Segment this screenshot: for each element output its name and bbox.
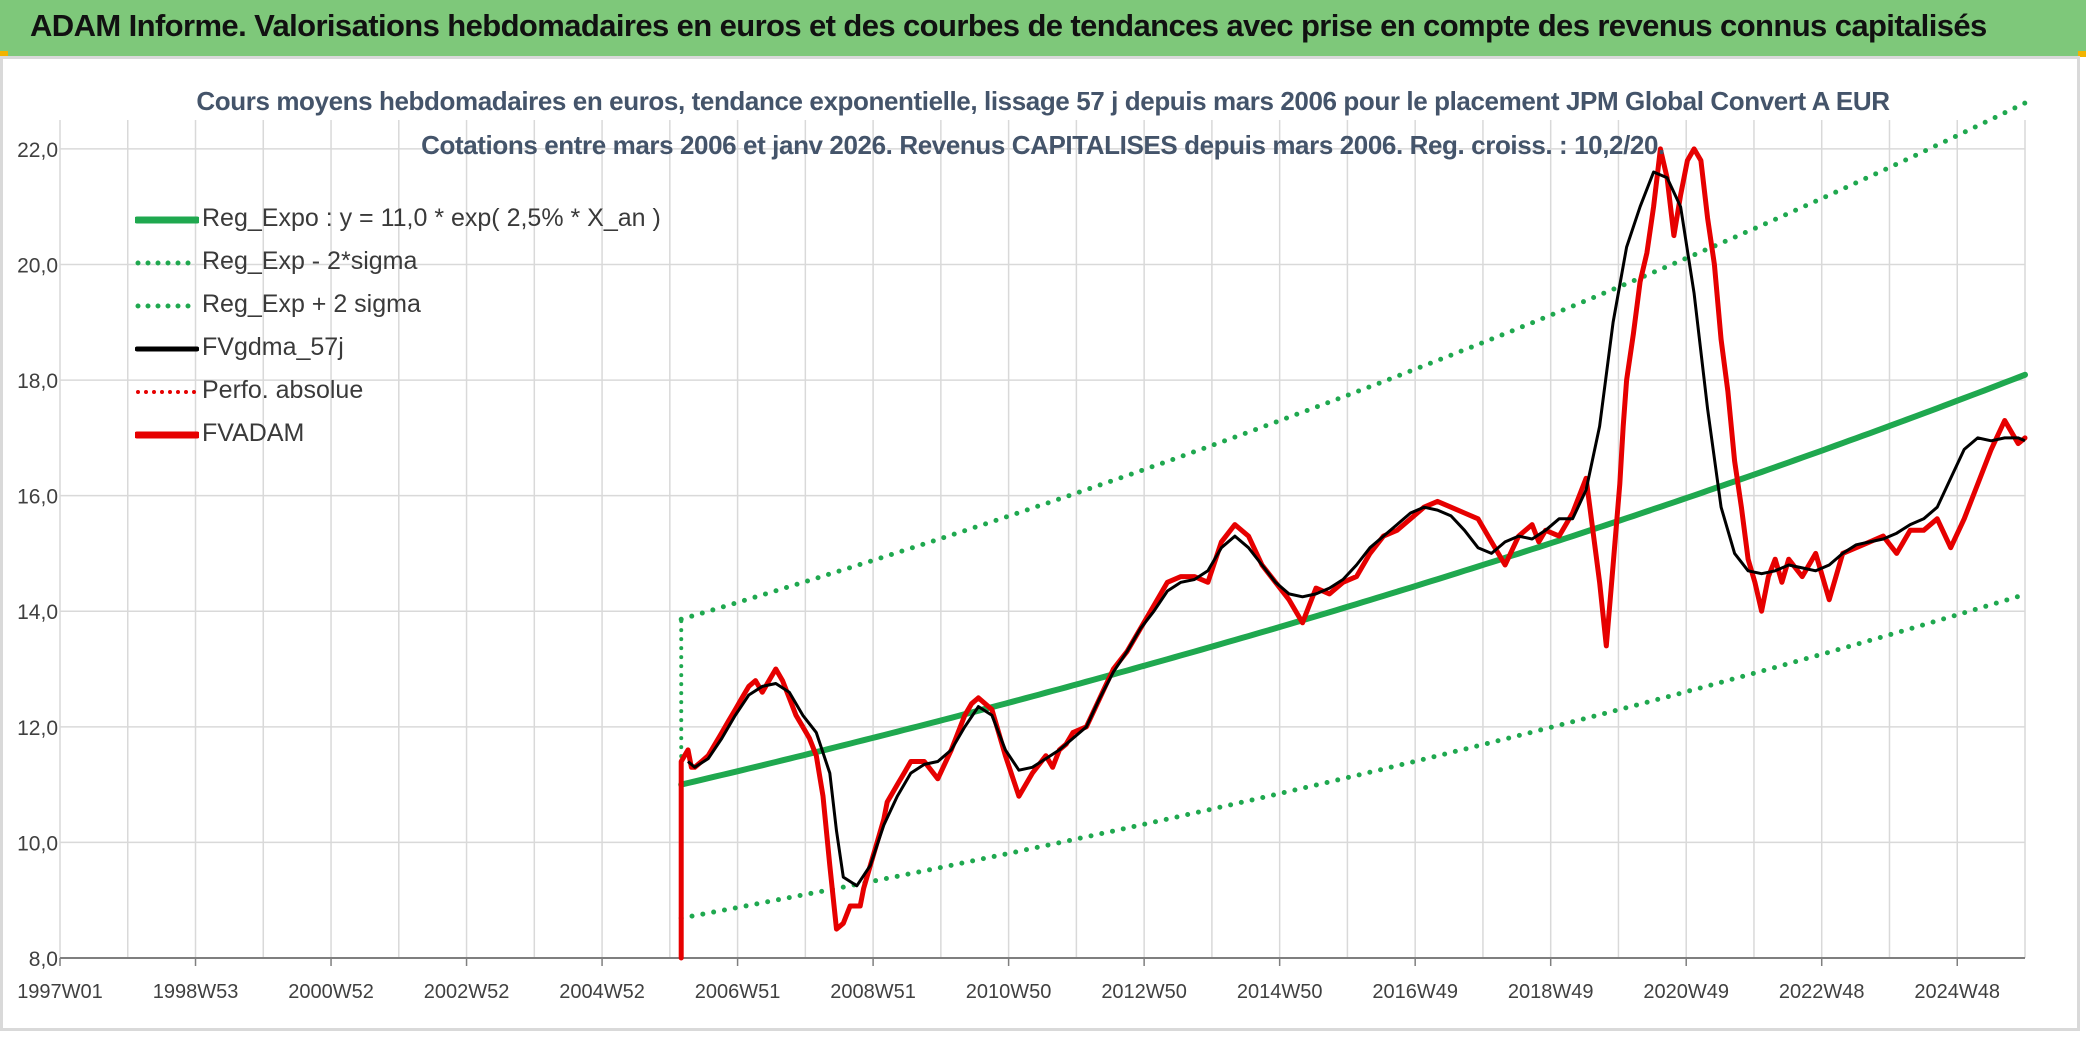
y-tick-label: 18,0 bbox=[17, 370, 58, 393]
legend-label: FVADAM bbox=[202, 419, 305, 447]
upper-sigma-line bbox=[678, 100, 2028, 622]
corner-mark-right bbox=[2078, 51, 2086, 57]
chart-frame bbox=[0, 56, 2080, 1031]
report-banner bbox=[0, 0, 2086, 56]
report-title: ADAM Informe. Valorisations hebdomadaire… bbox=[30, 8, 1987, 43]
x-tick-label: 2018W49 bbox=[1508, 981, 1594, 1003]
lower-sigma-line bbox=[678, 591, 2028, 921]
axes: 8,0 10,0 12,0 14,0 16,0 18,0 20,0 22,0 1997W01 19… bbox=[17, 139, 2025, 1003]
trend-line bbox=[678, 371, 2028, 788]
y-tick-label: 22,0 bbox=[17, 139, 58, 162]
price-line bbox=[678, 146, 2028, 961]
y-tick-label: 8,0 bbox=[29, 948, 58, 971]
x-tick-label: 2012W50 bbox=[1101, 981, 1187, 1003]
chart-title: Cours moyens hebdomadaires en euros, ten… bbox=[196, 86, 1890, 116]
series-group bbox=[678, 100, 2028, 961]
x-tick-label: 2004W52 bbox=[559, 981, 645, 1003]
x-tick-label: 2010W50 bbox=[966, 981, 1052, 1003]
x-tick-label: 2020W49 bbox=[1643, 981, 1729, 1003]
x-tick-label: 2006W51 bbox=[695, 981, 781, 1003]
corner-mark-left bbox=[0, 51, 8, 57]
x-tick-label: 1998W53 bbox=[153, 981, 239, 1003]
gridlines bbox=[59, 120, 2026, 959]
x-tick-label: 2022W48 bbox=[1779, 981, 1865, 1003]
y-tick-label: 16,0 bbox=[17, 486, 58, 509]
x-tick-label: 2024W48 bbox=[1914, 981, 2000, 1003]
y-tick-label: 10,0 bbox=[17, 832, 58, 855]
x-tick-label: 2008W51 bbox=[830, 981, 916, 1003]
legend-label: Perfo. absolue bbox=[202, 376, 364, 404]
x-tick-label: 1997W01 bbox=[17, 981, 103, 1003]
legend-label: FVgdma_57j bbox=[202, 333, 344, 361]
legend-label: Reg_Exp - 2*sigma bbox=[202, 247, 418, 275]
legend-label: Reg_Expo : y = 11,0 * exp( 2,5% * X_an ) bbox=[202, 204, 661, 232]
y-tick-label: 14,0 bbox=[17, 601, 58, 624]
smoothed-line bbox=[687, 170, 2026, 888]
x-tick-label: 2014W50 bbox=[1237, 981, 1323, 1003]
x-tick-label: 2016W49 bbox=[1372, 981, 1458, 1003]
y-tick-label: 20,0 bbox=[17, 254, 58, 277]
y-tick-label: 12,0 bbox=[17, 717, 58, 740]
legend-label: Reg_Exp + 2 sigma bbox=[202, 290, 421, 318]
chart-subtitle: Cotations entre mars 2006 et janv 2026. … bbox=[421, 130, 1665, 160]
x-tick-label: 2002W52 bbox=[424, 981, 510, 1003]
x-tick-label: 2000W52 bbox=[288, 981, 374, 1003]
